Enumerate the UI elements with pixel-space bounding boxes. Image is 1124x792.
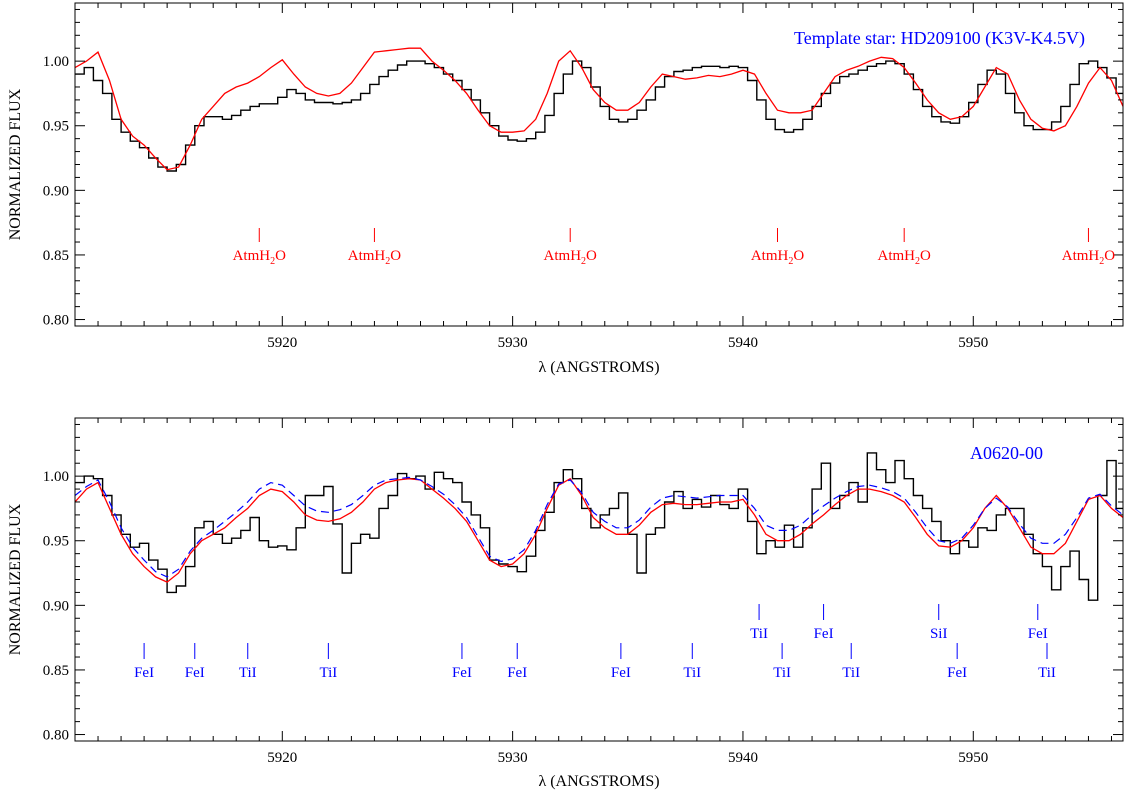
x-axis-title: λ (ANGSTROMS) (538, 359, 659, 376)
line-annotation: FeI (814, 626, 834, 642)
y-tick-label: 0.85 (43, 663, 69, 679)
line-annotation: AtmH2O (751, 248, 805, 267)
x-axis-title: λ (ANGSTROMS) (538, 773, 659, 790)
y-tick-label: 1.00 (43, 469, 69, 485)
y-tick-label: 0.95 (43, 534, 69, 550)
plot-area (75, 47, 1123, 172)
panel-label: Template star: HD209100 (K3V-K4.5V) (794, 28, 1085, 49)
line-annotation: AtmH2O (544, 248, 598, 267)
template-star-panel: 5920 5930 5940 5950 0.80 0.85 0.90 0.95 1.00 λ (A… (7, 2, 1124, 376)
y-tick-label: 0.80 (43, 728, 69, 744)
x-tick-label: 5950 (958, 335, 988, 351)
line-annotation: AtmH2O (1062, 248, 1116, 267)
line-annotation: FeI (1028, 626, 1048, 642)
x-tick-label: 5940 (728, 750, 758, 766)
observed-spectrum-line (75, 60, 1123, 172)
line-annotation: FeI (611, 665, 631, 681)
y-tick-label: 0.90 (43, 183, 69, 199)
line-annotation: TiI (239, 665, 257, 681)
x-tick-label: 5930 (498, 750, 528, 766)
y-axis-title: NORMALIZED FLUX (7, 503, 24, 655)
y-tick-label: 0.85 (43, 248, 69, 264)
plot-frame (74, 2, 1124, 327)
x-tick-label: 5940 (728, 335, 758, 351)
a0620-panel: 5920 5930 5940 5950 0.80 0.85 0.90 0.95 1.00 λ (A… (7, 417, 1124, 790)
line-annotation: FeI (947, 665, 967, 681)
model-solid-line (75, 477, 1123, 583)
y-tick-label: 0.95 (43, 119, 69, 135)
model-solid-line (75, 47, 1123, 171)
panel-label: A0620-00 (970, 443, 1043, 463)
y-tick-label: 0.90 (43, 598, 69, 614)
line-annotation: FeI (507, 665, 527, 681)
x-tick-label: 5930 (498, 335, 528, 351)
line-annotation: FeI (134, 665, 154, 681)
line-annotation: AtmH2O (878, 248, 932, 267)
y-tick-label: 0.80 (43, 313, 69, 329)
line-annotation: TiI (750, 626, 768, 642)
plot-frame (74, 417, 1124, 742)
observed-spectrum-line (75, 452, 1123, 601)
line-annotation: FeI (452, 665, 472, 681)
line-annotation: SiI (930, 626, 948, 642)
model-dashed-line (75, 476, 1123, 578)
line-annotation: TiI (842, 665, 860, 681)
line-annotation: TiI (683, 665, 701, 681)
line-annotation: TiI (1038, 665, 1056, 681)
line-annotation: TiI (773, 665, 791, 681)
line-annotation: AtmH2O (348, 248, 402, 267)
plot-area (75, 452, 1123, 601)
line-annotation: AtmH2O (233, 248, 287, 267)
line-annotation: TiI (319, 665, 337, 681)
y-tick-label: 1.00 (43, 54, 69, 70)
x-tick-label: 5920 (267, 335, 297, 351)
y-axis-title: NORMALIZED FLUX (7, 88, 24, 240)
line-annotation: FeI (185, 665, 205, 681)
x-tick-label: 5950 (958, 750, 988, 766)
x-tick-label: 5920 (267, 750, 297, 766)
